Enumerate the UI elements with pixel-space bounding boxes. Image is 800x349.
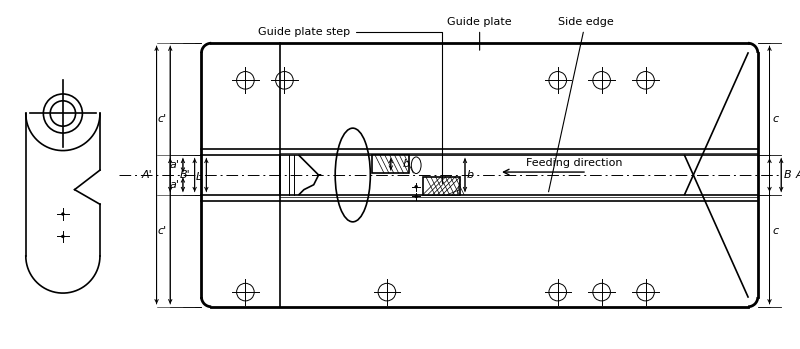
Circle shape — [62, 213, 64, 215]
Text: Guide plate step: Guide plate step — [258, 27, 442, 183]
Text: B': B' — [180, 170, 190, 180]
Text: B: B — [784, 170, 792, 180]
Bar — [423, 177, 460, 194]
Text: Side edge: Side edge — [549, 17, 614, 192]
Text: A': A' — [142, 170, 153, 180]
Text: Guide plate: Guide plate — [447, 17, 512, 50]
Text: a': a' — [169, 180, 179, 190]
Text: A: A — [796, 170, 800, 180]
Text: b: b — [402, 159, 410, 169]
Text: c: c — [773, 114, 778, 124]
Text: a': a' — [169, 160, 179, 170]
Text: b: b — [467, 170, 474, 180]
Text: c': c' — [158, 226, 166, 236]
Text: c: c — [773, 226, 778, 236]
Text: c': c' — [158, 114, 166, 124]
Circle shape — [62, 235, 64, 238]
Circle shape — [414, 185, 418, 188]
Bar — [372, 155, 410, 173]
Text: Feeding direction: Feeding direction — [526, 158, 623, 168]
Circle shape — [414, 195, 418, 198]
Text: L: L — [196, 172, 202, 182]
